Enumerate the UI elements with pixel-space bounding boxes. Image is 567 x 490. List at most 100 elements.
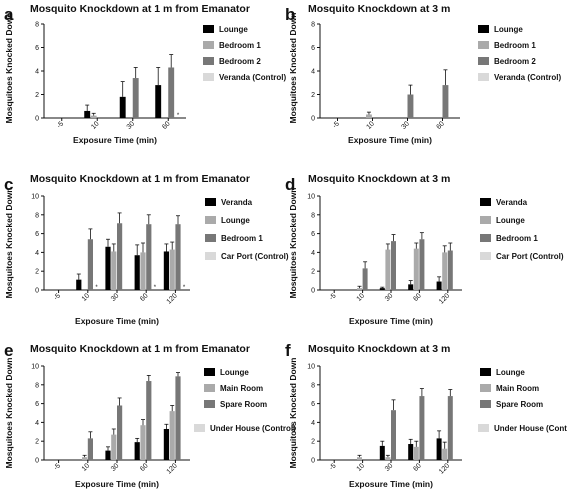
y-tick-label: 2 [35,92,39,99]
bar [385,457,391,460]
significance-marker: * [154,285,157,291]
y-tick-label: 6 [35,231,39,238]
x-tick-label: 120 [438,292,451,305]
panel-label: b [285,5,295,24]
bar [447,396,453,460]
bar [379,288,385,290]
y-axis-label: Mosquitoes Knocked Down [288,358,298,469]
bar [155,85,162,118]
chart-panel-c: c Mosquito Knockdown at 1 m from Emanator… [4,173,289,326]
bar [408,444,414,460]
chart-panel-d: d Mosquito Knockdown at 3 m 0 2 4 6 8 10 Mosquit… [285,173,564,326]
panel-label: d [285,175,295,194]
bar [419,239,425,290]
panel-label: f [285,341,291,360]
y-axis-label: Mosquitoes Knocked Down [4,13,14,124]
bar [84,110,91,118]
chart-panel-e: e Mosquito Knockdown at 1 m from Emanator… [4,341,296,489]
bar [168,67,175,118]
legend-label: Veranda (Control) [494,73,561,82]
x-tick-label: 30 [384,462,395,473]
x-tick-label: 30 [400,120,411,131]
y-tick-label: 8 [311,22,315,29]
x-axis-label: Exposure Time (min) [73,135,157,145]
legend-swatch [478,73,489,81]
legend-swatch [480,198,491,206]
x-tick-label: 30 [126,120,137,131]
legend-label: Bedroom 1 [494,41,536,50]
y-tick-label: 10 [31,364,39,371]
legend-label: Veranda [496,198,528,207]
bar [105,450,111,460]
legend-label: Veranda (Control) [219,73,286,82]
x-axis-label: Exposure Time (min) [348,135,432,145]
y-axis-label: Mosquitoes Knocked Down [288,188,298,299]
chart-panel-f: f Mosquito Knockdown at 3 m 0 2 4 6 8 10 Mosquit… [285,341,567,489]
y-tick-label: 0 [35,458,39,465]
y-tick-label: 4 [311,69,315,76]
y-tick-label: 4 [35,420,39,427]
legend-swatch [203,73,214,81]
y-tick-label: 6 [311,45,315,52]
legend-swatch [478,424,489,432]
x-tick-label: 120 [438,462,451,475]
y-tick-label: 0 [311,288,315,295]
bar [175,224,181,290]
x-tick-label: 60 [412,292,423,303]
legend-swatch [204,400,215,408]
bar [134,255,140,290]
y-tick-label: 8 [35,22,39,29]
bar [87,239,93,290]
legend-label: Main Room [496,384,539,393]
bar [447,250,453,290]
legend-swatch [205,198,216,206]
bar [90,115,97,118]
legend-label: Lounge [220,368,249,377]
bar [111,434,117,460]
bar [82,457,88,460]
bar [391,241,396,290]
y-tick-label: 8 [311,382,315,389]
y-axis-label: Mosquitoes Knocked Down [288,13,298,124]
y-axis-label: Mosquitoes Knocked Down [4,358,14,469]
y-tick-label: 2 [311,439,315,446]
x-tick-label: 120 [166,292,179,305]
y-tick-label: 4 [311,420,315,427]
y-tick-label: 2 [35,439,39,446]
y-tick-label: 0 [311,458,315,465]
legend-swatch [205,252,216,260]
legend-label: Lounge [494,25,523,34]
panel-label: c [4,175,13,194]
bar [163,428,169,460]
legend-swatch [480,400,491,408]
legend-label: Under House (Control) [210,424,296,433]
x-tick-label: -5 [332,120,341,129]
x-tick-label: -5 [328,292,337,301]
y-tick-label: 8 [35,382,39,389]
x-tick-label: 10 [356,462,367,473]
bar [366,114,372,118]
legend-swatch [480,216,491,224]
x-tick-label: 10 [90,120,101,131]
bar [442,85,449,118]
legend-swatch [203,57,214,65]
bar [117,223,123,290]
legend-swatch [205,234,216,242]
y-tick-label: 4 [35,250,39,257]
legend-label: Veranda [221,198,253,207]
significance-marker: * [95,285,98,291]
x-tick-label: 10 [81,292,92,303]
chart-panel-b: b Mosquito Knockdown at 3 m 0 2 4 6 8 Mosquitoe… [285,3,561,145]
x-tick-label: -5 [53,292,62,301]
y-tick-label: 6 [35,45,39,52]
x-axis-label: Exposure Time (min) [75,316,159,326]
legend-swatch [204,384,215,392]
legend-label: Car Port (Control) [496,252,564,261]
legend-swatch [480,368,491,376]
chart-title: Mosquito Knockdown at 1 m from Emanator [30,343,250,355]
bar [357,457,362,460]
bar [111,251,117,290]
bar [76,279,82,290]
y-tick-label: 0 [311,116,315,123]
legend-swatch [194,424,205,432]
